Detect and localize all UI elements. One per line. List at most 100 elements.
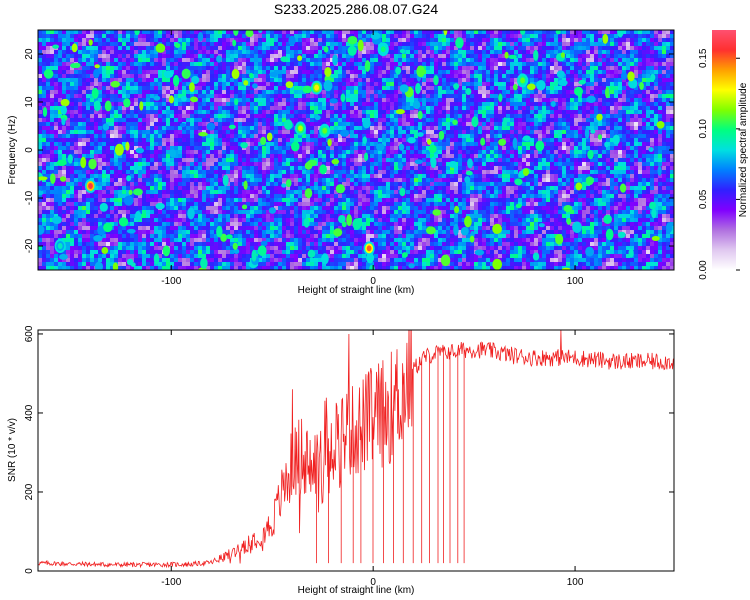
heatmap-cell	[142, 122, 147, 127]
heatmap-cell	[254, 118, 259, 123]
heatmap-cell	[462, 86, 467, 91]
heatmap-cell	[482, 90, 487, 95]
heatmap-cell	[366, 130, 371, 135]
heatmap-cell	[198, 134, 203, 139]
heatmap-cell	[214, 82, 219, 87]
heatmap-cell	[574, 50, 579, 55]
heatmap-cell	[510, 34, 515, 39]
heatmap-cell	[58, 150, 63, 155]
heatmap-cell	[614, 50, 619, 55]
heatmap-cell	[626, 134, 631, 139]
heatmap-cell	[466, 122, 471, 127]
heatmap-cell	[150, 142, 155, 147]
heatmap-cell	[290, 74, 295, 79]
heatmap-cell	[38, 102, 43, 107]
heatmap-cell	[618, 86, 623, 91]
heatmap-cell	[122, 142, 127, 147]
heatmap-cell	[194, 50, 199, 55]
heatmap-cell	[222, 58, 227, 63]
heatmap-cell	[98, 34, 103, 39]
heatmap-cell	[454, 30, 459, 35]
heatmap-cell	[418, 142, 423, 147]
heatmap-cell	[406, 70, 411, 75]
heatmap-cell	[50, 34, 55, 39]
heatmap-cell	[562, 34, 567, 39]
heatmap-cell	[474, 66, 479, 71]
heatmap-cell	[498, 78, 503, 83]
heatmap-cell	[454, 98, 459, 103]
heatmap-cell	[310, 46, 315, 51]
heatmap-cell	[410, 122, 415, 127]
heatmap-cell	[614, 118, 619, 123]
heatmap-cell	[94, 66, 99, 71]
heatmap-cell	[566, 50, 571, 55]
heatmap-cell	[386, 106, 391, 111]
heatmap-cell	[578, 30, 583, 35]
heatmap-cell	[250, 86, 255, 91]
heatmap-cell	[422, 150, 427, 155]
heatmap-cell	[402, 98, 407, 103]
heatmap-cell	[74, 106, 79, 111]
heatmap-cell	[554, 102, 559, 107]
heatmap-cell	[470, 114, 475, 119]
heatmap-cell	[502, 38, 507, 43]
heatmap-cell	[602, 138, 607, 143]
heatmap-cell	[62, 74, 67, 79]
heatmap-cell	[58, 130, 63, 135]
heatmap-cell	[518, 102, 523, 107]
heatmap-cell	[526, 66, 531, 71]
heatmap-cell	[282, 50, 287, 55]
heatmap-cell	[538, 114, 543, 119]
heatmap-cell	[294, 38, 299, 43]
heatmap-cell	[410, 42, 415, 47]
heatmap-cell	[446, 150, 451, 155]
heatmap-cell	[666, 82, 671, 87]
heatmap-cell	[358, 70, 363, 75]
heatmap-cell	[606, 82, 611, 87]
heatmap-cell	[446, 138, 451, 143]
heatmap-cell	[534, 138, 539, 143]
heatmap-cell	[250, 42, 255, 47]
heatmap-cell	[134, 106, 139, 111]
heatmap-cell	[234, 138, 239, 143]
heatmap-cell	[382, 142, 387, 147]
heatmap-cell	[230, 42, 235, 47]
heatmap-cell	[162, 102, 167, 107]
heatmap-cell	[174, 150, 179, 155]
heatmap-cell	[98, 30, 103, 35]
heatmap-cell	[230, 62, 235, 67]
heatmap-cell	[102, 130, 107, 135]
heatmap-cell	[490, 50, 495, 55]
heatmap-cell	[598, 98, 603, 103]
heatmap-cell	[438, 150, 443, 155]
heatmap-cell	[366, 142, 371, 147]
heatmap-cell	[338, 126, 343, 131]
heatmap-cell	[438, 138, 443, 143]
heatmap-cell	[374, 134, 379, 139]
heatmap-cell	[158, 146, 163, 151]
heatmap-cell	[142, 42, 147, 47]
heatmap-cell	[198, 62, 203, 67]
heatmap-cell	[406, 30, 411, 35]
heatmap-cell	[594, 118, 599, 123]
heatmap-cell	[574, 98, 579, 103]
heatmap-cell	[198, 74, 203, 79]
heatmap-cell	[398, 98, 403, 103]
heatmap-cell	[86, 102, 91, 107]
heatmap-cell	[430, 90, 435, 95]
heatmap-cell	[314, 134, 319, 139]
heatmap-cell	[86, 126, 91, 131]
heatmap-cell	[314, 46, 319, 51]
heatmap-cell	[142, 94, 147, 99]
heatmap-cell	[146, 90, 151, 95]
heatmap-cell	[590, 70, 595, 75]
heatmap-cell	[398, 58, 403, 63]
heatmap-cell	[178, 142, 183, 147]
heatmap-cell	[422, 126, 427, 131]
heatmap-cell	[582, 102, 587, 107]
heatmap-cell	[42, 34, 47, 39]
heatmap-cell	[254, 42, 259, 47]
heatmap-cell	[166, 46, 171, 51]
heatmap-cell	[394, 130, 399, 135]
heatmap-cell	[110, 86, 115, 91]
